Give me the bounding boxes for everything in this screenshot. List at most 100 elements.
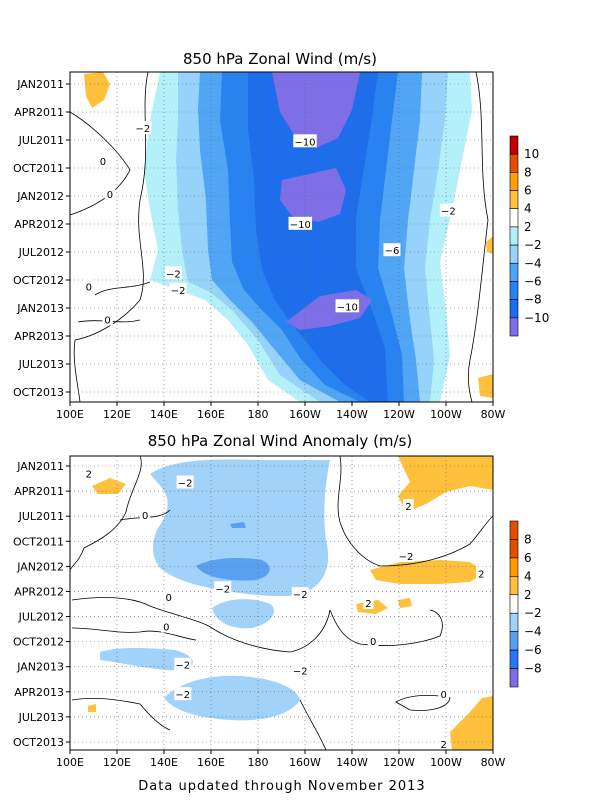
panel2-colorbar: 8 6 4 2 −2 −4 −6 −8 — [509, 520, 542, 688]
y-tick-label: OCT2012 — [13, 274, 64, 287]
y-tick-label: JAN2011 — [16, 460, 64, 473]
colorbar-swatch — [509, 668, 519, 688]
panel2-contour-labels: 2 −2 2 0 −2 2 −2 −2 2 0 0 0 −2 −2 −2 0 2 — [83, 466, 487, 751]
x-tick-label: 180 — [248, 756, 269, 769]
x-tick-label: 80W — [481, 756, 506, 769]
y-tick-label: JUL2012 — [18, 246, 64, 259]
p2-zero-contour — [71, 627, 197, 641]
contour-label: −2 — [175, 661, 190, 672]
contour-label-box — [83, 279, 95, 293]
contour-label: −2 — [175, 690, 190, 701]
colorbar-label: −4 — [524, 256, 542, 270]
y-tick-label: JUL2013 — [18, 711, 64, 724]
colorbar-swatch — [509, 153, 519, 173]
contour-label: −2 — [441, 207, 456, 218]
panel1-y-axis: JAN2011 APR2011 JUL2011 OCT2011 JAN2012 APR20… — [13, 78, 70, 399]
colorbar-swatch — [509, 208, 519, 228]
y-tick-label: JAN2011 — [16, 78, 64, 91]
contour-label: 2 — [440, 740, 446, 751]
colorbar-label: −6 — [524, 643, 542, 657]
footer-note: Data updated through November 2013 — [138, 779, 425, 794]
panel1-contour-fill — [84, 72, 493, 402]
contour-label-box — [397, 548, 415, 562]
colorbar-swatch — [509, 576, 519, 596]
contour-label-box — [97, 154, 109, 168]
contour-label-box — [174, 657, 192, 671]
panel1-x-axis: 100E 120E 140E 160E 180 160W 140W 120W 100W 80W — [56, 402, 506, 421]
y-tick-label: OCT2012 — [13, 636, 64, 649]
p2-zero-contour — [329, 609, 443, 646]
contour-label-box — [102, 312, 113, 326]
colorbar-label: 8 — [524, 165, 532, 179]
colorbar-label: 2 — [524, 220, 532, 234]
colorbar-label: 6 — [524, 551, 532, 565]
p2-band-neg2 — [100, 648, 193, 671]
panel-zonal-wind: 850 hPa Zonal Wind (m/s) — [13, 50, 549, 421]
contour-label: −6 — [385, 246, 400, 257]
x-tick-label: 140E — [150, 408, 178, 421]
x-tick-label: 140W — [336, 756, 368, 769]
contour-label-box — [169, 282, 187, 296]
colorbar-label: −8 — [524, 662, 542, 676]
contour-label: 0 — [142, 511, 148, 522]
p1-positive-patch — [478, 374, 493, 398]
y-tick-label: OCT2011 — [13, 535, 64, 548]
x-tick-label: 80W — [481, 408, 506, 421]
y-tick-label: JUL2011 — [18, 510, 64, 523]
contour-label-box — [439, 203, 457, 217]
x-tick-label: 160W — [289, 756, 321, 769]
contour-label-box — [176, 475, 194, 489]
y-tick-label: JAN2013 — [16, 661, 64, 674]
contour-label-box — [438, 737, 449, 751]
colorbar-swatch — [509, 190, 519, 210]
colorbar-label: −10 — [524, 311, 549, 325]
p2-zero-contour — [71, 597, 331, 653]
p1-core-neg12 — [280, 168, 346, 222]
p1-positive-patch — [486, 236, 493, 254]
contour-label: 0 — [166, 593, 172, 604]
contour-label: −2 — [215, 584, 230, 595]
contour-label: 0 — [86, 283, 92, 294]
p2-positive-patch — [398, 456, 493, 512]
y-tick-label: OCT2013 — [13, 386, 64, 399]
p1-zero-contour — [467, 71, 489, 403]
y-tick-label: JUL2011 — [18, 134, 64, 147]
contour-label: −2 — [171, 286, 186, 297]
x-tick-label: 140E — [150, 756, 178, 769]
contour-label-box — [134, 121, 152, 135]
colorbar-swatch — [509, 262, 519, 282]
p2-zero-contour — [69, 455, 142, 571]
contour-label: 0 — [104, 316, 110, 327]
contour-label: −2 — [399, 552, 414, 563]
y-tick-label: JAN2013 — [16, 302, 64, 315]
colorbar-swatch — [509, 557, 519, 577]
contour-label-box — [383, 243, 401, 257]
y-tick-label: APR2012 — [14, 218, 64, 231]
colorbar-swatch — [509, 520, 519, 540]
contour-label: −2 — [166, 269, 181, 280]
panel2-x-axis: 100E 120E 140E 160E 180 160W 140W 120W 100W 80W — [56, 750, 506, 769]
panel2-contour-fill — [88, 456, 493, 750]
contour-label-box — [164, 266, 182, 280]
x-tick-label: 160E — [197, 756, 225, 769]
contour-label: 0 — [370, 637, 376, 648]
y-tick-label: APR2011 — [14, 485, 64, 498]
y-tick-label: APR2013 — [14, 686, 64, 699]
p1-positive-patch — [84, 72, 110, 108]
x-tick-label: 140W — [336, 408, 368, 421]
contour-label: 2 — [86, 470, 92, 481]
y-tick-label: APR2011 — [14, 106, 64, 119]
colorbar-label: 10 — [524, 147, 539, 161]
p2-positive-patch — [450, 696, 493, 750]
contour-label: −2 — [135, 124, 150, 135]
contour-label-box — [367, 634, 379, 648]
p2-zero-contour — [299, 699, 327, 751]
p1-zero-contour — [73, 71, 149, 403]
contour-label: 0 — [107, 190, 113, 201]
contour-label-box — [163, 590, 174, 604]
contour-label-box — [214, 581, 232, 595]
contour-label: −2 — [178, 478, 193, 489]
contour-label-box — [288, 216, 313, 230]
contour-label-box — [363, 596, 374, 609]
contour-label: −2 — [293, 590, 308, 601]
